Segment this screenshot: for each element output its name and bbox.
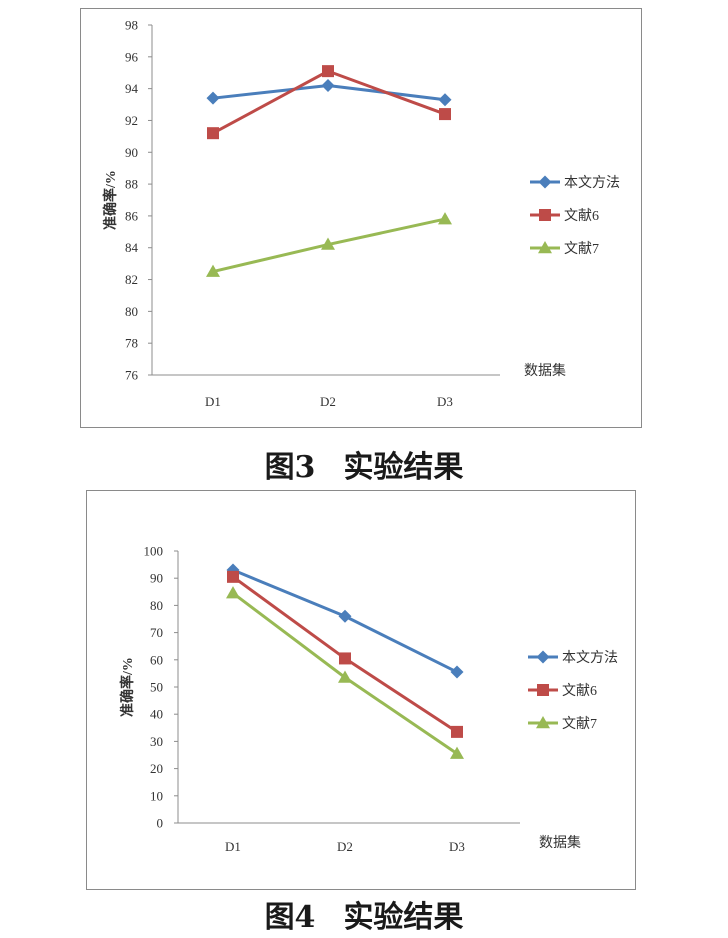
- x-tick-label: D3: [437, 394, 453, 409]
- legend-label: 本文方法: [564, 175, 620, 191]
- data-point: [321, 237, 335, 250]
- y-tick-label: 10: [150, 788, 163, 803]
- data-point: [439, 108, 451, 121]
- data-point: [450, 665, 464, 679]
- x-tick-label: D2: [320, 394, 336, 409]
- data-point: [338, 670, 352, 683]
- legend-label: 文献6: [564, 208, 599, 224]
- y-tick-label: 98: [125, 18, 138, 33]
- data-point: [322, 65, 334, 78]
- caption-2: 图4 实验结果: [0, 892, 728, 936]
- legend-label: 文献6: [562, 683, 597, 699]
- data-point: [438, 212, 452, 225]
- y-axis-label: 准确率/%: [119, 657, 136, 717]
- caption-1-text: 实验结果: [343, 450, 464, 485]
- legend-marker: [537, 684, 549, 696]
- caption-1-fig: 图3: [264, 450, 316, 485]
- y-tick-label: 88: [125, 177, 138, 192]
- x-tick-label: D3: [449, 839, 465, 854]
- y-tick-label: 90: [150, 571, 163, 586]
- data-point: [321, 78, 335, 92]
- x-axis-label: 数据集: [524, 362, 566, 379]
- legend-label: 本文方法: [562, 650, 618, 666]
- y-tick-label: 84: [125, 240, 139, 255]
- data-point: [451, 725, 463, 738]
- x-tick-label: D1: [225, 839, 241, 854]
- y-tick-label: 76: [125, 368, 139, 383]
- y-tick-label: 0: [157, 816, 164, 831]
- caption-2-fig: 图4: [264, 900, 316, 935]
- y-tick-label: 82: [125, 272, 138, 287]
- data-point: [450, 746, 464, 759]
- y-tick-label: 100: [144, 544, 164, 559]
- x-tick-label: D2: [337, 839, 353, 854]
- y-tick-label: 78: [125, 336, 138, 351]
- y-tick-label: 92: [125, 113, 138, 128]
- y-tick-label: 30: [150, 734, 163, 749]
- data-point: [206, 91, 220, 105]
- data-point: [338, 609, 352, 623]
- legend-label: 文献7: [562, 716, 597, 732]
- legend-marker: [539, 209, 551, 221]
- y-tick-label: 86: [125, 208, 139, 223]
- caption-1: 图3 实验结果: [0, 442, 728, 486]
- chart-1: 76 78 80 82 84 86 88 90 92 94 96 98 D1 D2 D3 准确率/% 数据集 本文…: [102, 18, 620, 410]
- legend-marker: [538, 241, 552, 254]
- x-tick-label: D1: [205, 394, 221, 409]
- data-point: [438, 93, 452, 107]
- y-tick-label: 80: [125, 304, 138, 319]
- y-tick-label: 90: [125, 145, 138, 160]
- legend-label: 文献7: [564, 241, 599, 257]
- data-point: [206, 264, 220, 277]
- data-point: [207, 127, 219, 140]
- y-tick-label: 20: [150, 761, 163, 776]
- y-tick-label: 40: [150, 707, 163, 722]
- y-tick-label: 70: [150, 625, 163, 640]
- data-point: [339, 652, 351, 665]
- legend-marker: [536, 716, 550, 729]
- y-axis-label: 准确率/%: [102, 170, 119, 230]
- y-tick-label: 50: [150, 680, 163, 695]
- data-point: [227, 570, 239, 583]
- y-tick-label: 80: [150, 598, 163, 613]
- caption-2-text: 实验结果: [343, 900, 464, 935]
- x-axis-label: 数据集: [539, 834, 581, 851]
- legend-marker: [536, 650, 550, 664]
- y-tick-label: 60: [150, 652, 163, 667]
- legend-marker: [538, 175, 552, 189]
- y-tick-label: 94: [125, 81, 139, 96]
- data-point: [226, 586, 240, 599]
- y-tick-label: 96: [125, 49, 139, 64]
